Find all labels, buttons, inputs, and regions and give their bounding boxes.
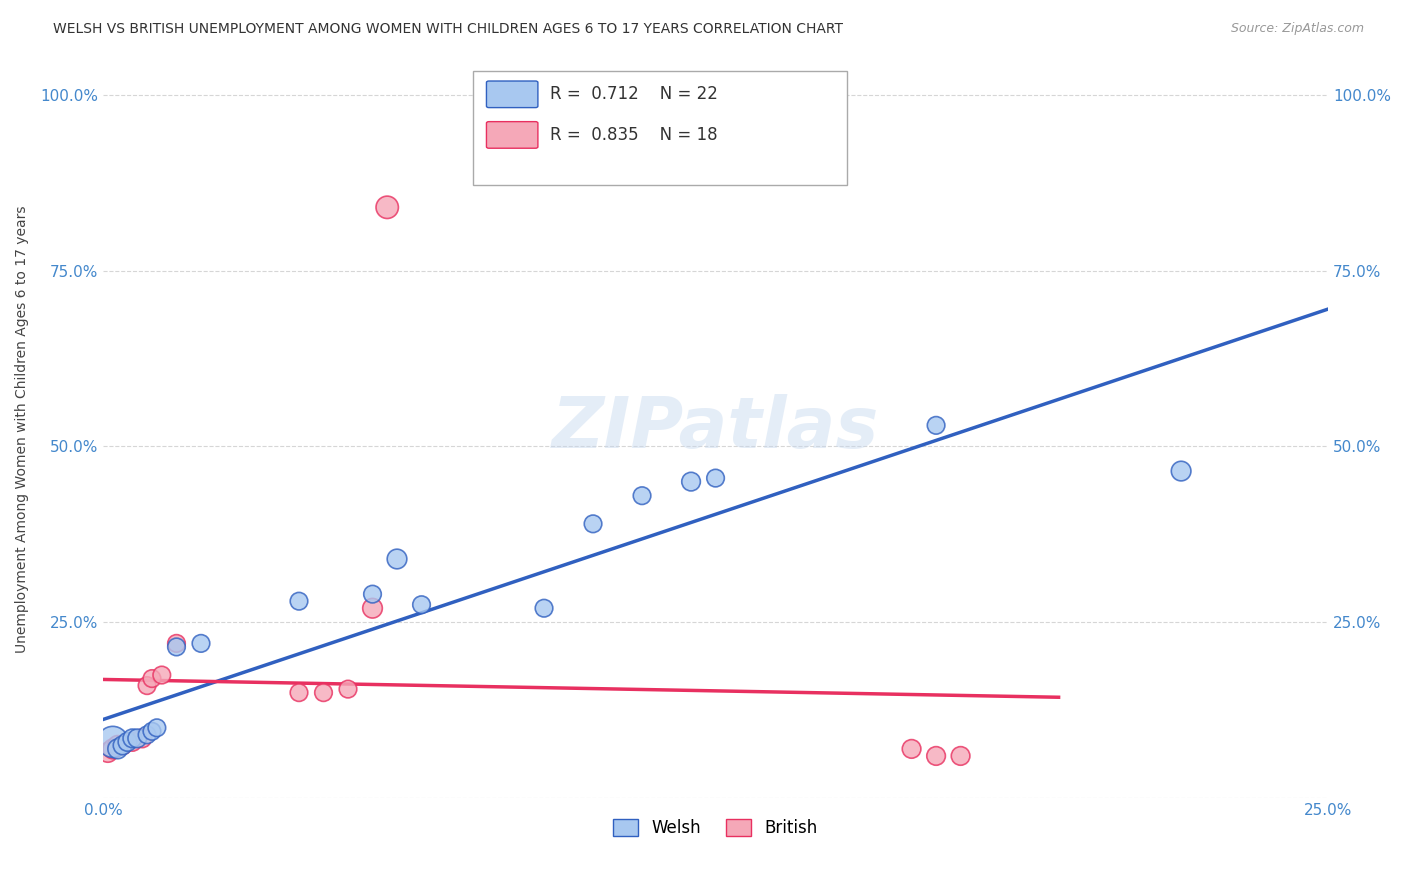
Point: [141, 724, 163, 739]
Point: [631, 489, 654, 503]
Legend: Welsh, British: Welsh, British: [605, 810, 827, 846]
Point: [117, 735, 139, 749]
Point: [121, 731, 143, 746]
Point: [375, 200, 398, 214]
Point: [361, 587, 384, 601]
FancyBboxPatch shape: [486, 121, 538, 148]
Text: R =  0.835    N = 18: R = 0.835 N = 18: [550, 126, 718, 144]
Point: [288, 685, 311, 699]
Point: [582, 516, 605, 531]
Point: [101, 735, 124, 749]
Point: [136, 679, 159, 693]
Point: [288, 594, 311, 608]
Point: [190, 636, 212, 650]
Point: [141, 672, 163, 686]
Point: [166, 636, 188, 650]
Point: [704, 471, 727, 485]
Point: [111, 739, 134, 753]
Point: [97, 746, 120, 760]
Point: [361, 601, 384, 615]
Point: [111, 739, 134, 753]
Point: [136, 728, 159, 742]
Point: [312, 685, 335, 699]
FancyBboxPatch shape: [486, 81, 538, 108]
Point: [1170, 464, 1192, 478]
Point: [101, 742, 124, 756]
Point: [900, 742, 922, 756]
Point: [925, 748, 948, 763]
Point: [131, 731, 153, 746]
Point: [107, 742, 129, 756]
Text: R =  0.712    N = 22: R = 0.712 N = 22: [550, 86, 718, 103]
Point: [681, 475, 703, 489]
Point: [127, 731, 149, 746]
Point: [166, 640, 188, 654]
Text: Source: ZipAtlas.com: Source: ZipAtlas.com: [1230, 22, 1364, 36]
Point: [385, 552, 408, 566]
Point: [533, 601, 555, 615]
Text: WELSH VS BRITISH UNEMPLOYMENT AMONG WOMEN WITH CHILDREN AGES 6 TO 17 YEARS CORRE: WELSH VS BRITISH UNEMPLOYMENT AMONG WOME…: [53, 22, 844, 37]
Y-axis label: Unemployment Among Women with Children Ages 6 to 17 years: Unemployment Among Women with Children A…: [15, 205, 30, 653]
FancyBboxPatch shape: [472, 70, 846, 186]
Text: ZIPatlas: ZIPatlas: [553, 394, 879, 463]
Point: [925, 418, 948, 433]
Point: [146, 721, 169, 735]
Point: [949, 748, 972, 763]
Point: [337, 682, 360, 697]
Point: [107, 739, 129, 753]
Point: [121, 735, 143, 749]
Point: [150, 668, 173, 682]
Point: [411, 598, 433, 612]
